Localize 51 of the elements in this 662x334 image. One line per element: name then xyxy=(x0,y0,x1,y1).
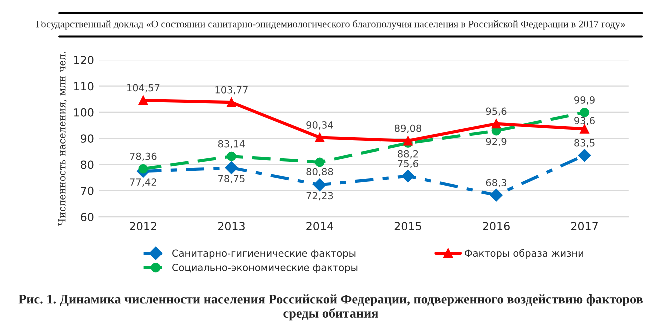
point xyxy=(227,98,236,108)
data-label: 83,14 xyxy=(218,140,246,149)
point xyxy=(225,162,238,174)
point xyxy=(578,149,592,162)
point xyxy=(314,178,326,192)
y-axis-title: Численность населения, млн чел. xyxy=(58,52,67,226)
x-tick-label: 2016 xyxy=(483,222,510,231)
point xyxy=(138,96,148,106)
point xyxy=(315,158,325,168)
data-label: 80,88 xyxy=(306,168,334,177)
data-label: 68,3 xyxy=(486,179,507,188)
y-tick-label: 100 xyxy=(74,108,94,117)
y-tick-label: 60 xyxy=(81,213,94,222)
data-label: 93,6 xyxy=(574,117,595,126)
point xyxy=(227,152,236,162)
point xyxy=(138,164,148,174)
data-label: 95,6 xyxy=(486,108,507,116)
y-tick-label: 90 xyxy=(81,134,94,143)
data-label: 90,34 xyxy=(306,122,334,130)
data-label: 78,36 xyxy=(130,152,157,162)
data-label: 88,2 xyxy=(398,150,418,159)
legend-label: Санитарно-гигиенические факторы xyxy=(172,250,356,259)
y-tick-label: 70 xyxy=(81,186,94,196)
data-label: 83,5 xyxy=(574,139,595,148)
legend-label: Факторы образа жизни xyxy=(464,249,584,259)
point xyxy=(404,136,413,146)
x-tick-label: 2012 xyxy=(130,222,156,231)
text: Рис. 1. Динамика численности населения Российской Федерации, подверженного воздействию факторов среды обитания xyxy=(18,294,643,321)
point xyxy=(490,188,503,202)
data-label: 103,77 xyxy=(216,86,248,95)
data-label: 104,57 xyxy=(127,84,160,93)
point xyxy=(315,133,325,142)
data-label: 72,23 xyxy=(306,192,334,201)
x-tick-label: 2013 xyxy=(218,222,245,231)
y-tick-label: 80 xyxy=(81,160,94,170)
data-label: 78,75 xyxy=(218,175,245,184)
x-tick-label: 2015 xyxy=(394,222,422,231)
x-tick-label: 2017 xyxy=(571,222,598,231)
data-label: 99,9 xyxy=(574,96,595,105)
data-label: 89,08 xyxy=(394,124,422,134)
data-label: 75,6 xyxy=(398,160,418,168)
text: Государственный доклад «О состоянии санитарно-эпидемиологического благополучия населения в Российской Федерации в 2017 году» xyxy=(36,20,626,30)
y-tick-label: 120 xyxy=(74,56,94,64)
point xyxy=(580,108,590,118)
y-tick-label: 110 xyxy=(74,82,94,91)
point xyxy=(402,170,415,183)
point xyxy=(492,119,502,129)
legend-label: Социально-экономические факторы xyxy=(172,264,358,274)
x-tick-label: 2014 xyxy=(306,222,334,231)
data-label: 77,42 xyxy=(130,178,156,187)
data-label: 92,9 xyxy=(486,138,507,146)
